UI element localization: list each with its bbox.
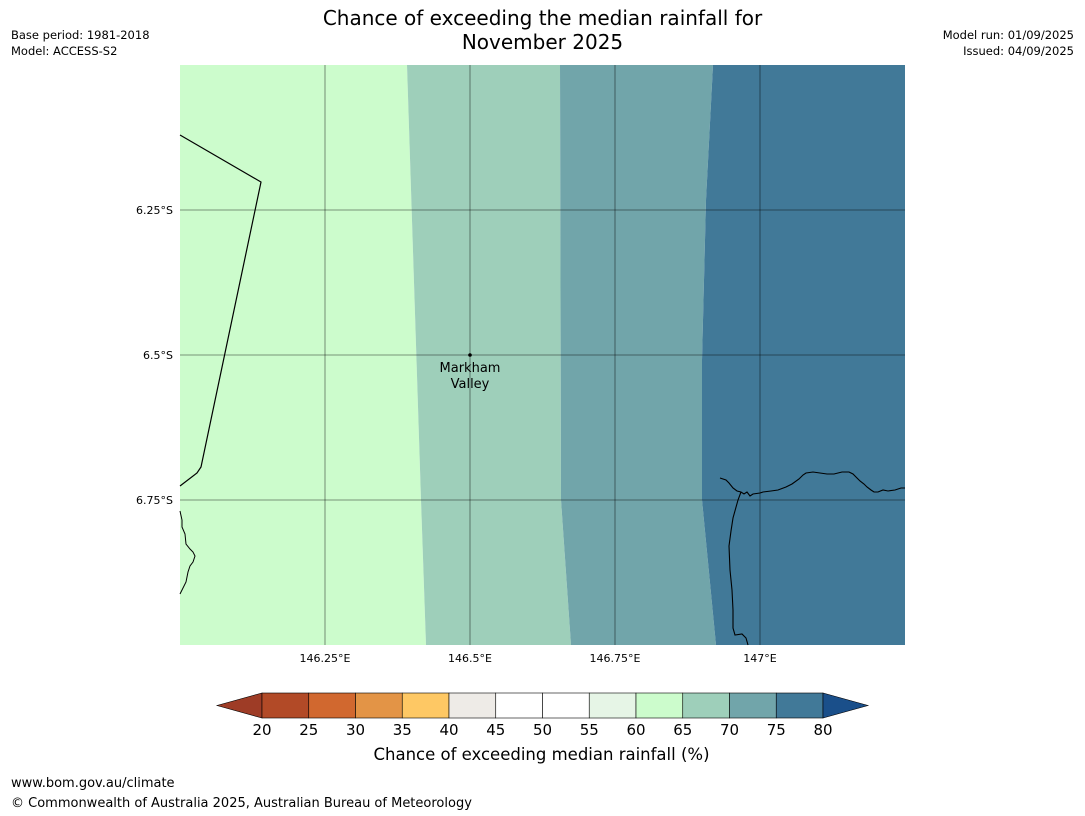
colorbar-segment <box>495 692 543 719</box>
location-marker <box>468 353 472 357</box>
coastline-west <box>179 510 196 595</box>
footer-copyright: © Commonwealth of Australia 2025, Austra… <box>11 796 472 811</box>
colorbar-segment <box>588 692 637 719</box>
footer: www.bom.gov.au/climate © Commonwealth of… <box>11 774 472 814</box>
colorbar-tick-label: 65 <box>673 721 692 739</box>
lon-tick-label: 146.25°E <box>300 652 351 665</box>
colorbar-title: Chance of exceeding median rainfall (%) <box>0 745 1085 764</box>
colorbar-segment <box>261 692 310 719</box>
lat-tick-label: 6.25°S <box>136 204 173 217</box>
coastline-east <box>719 471 905 497</box>
map-panel: Markham Valley 146.25°E 146.5°E 146.75°E… <box>136 65 905 665</box>
lon-tick-label: 147°E <box>743 652 776 665</box>
chart-title: Chance of exceeding the median rainfall … <box>0 6 1085 54</box>
colorbar-tick-label: 70 <box>720 721 739 739</box>
colorbar-segments <box>215 692 870 719</box>
title-line-1: Chance of exceeding the median rainfall … <box>322 6 763 30</box>
colorbar-segment <box>729 692 777 719</box>
colorbar-segment <box>542 692 590 719</box>
colorbar-segment <box>775 692 824 719</box>
colorbar: 20 25 30 35 40 45 50 55 60 65 70 75 80 <box>215 692 870 739</box>
title-line-2: November 2025 <box>461 30 624 54</box>
colorbar-segment <box>635 692 684 719</box>
meta-left: Base period: 1981-2018 Model: ACCESS-S2 <box>11 27 150 59</box>
lon-tick-label: 146.5°E <box>448 652 492 665</box>
issued-date: Issued: 04/09/2025 <box>963 44 1074 58</box>
base-period: Base period: 1981-2018 <box>11 28 150 42</box>
colorbar-tick-label: 35 <box>393 721 412 739</box>
colorbar-segment <box>448 692 497 719</box>
colorbar-tick-label: 30 <box>346 721 365 739</box>
lat-tick-label: 6.5°S <box>143 349 173 362</box>
lat-tick-label: 6.75°S <box>136 494 173 507</box>
colorbar-title-text: Chance of exceeding median rainfall (%) <box>373 745 710 764</box>
colorbar-tick-label: 60 <box>626 721 645 739</box>
colorbar-tick-label: 40 <box>439 721 458 739</box>
colorbar-tick-label: 25 <box>299 721 318 739</box>
location-label-line-1: Markham <box>440 361 501 376</box>
border-line <box>179 134 262 487</box>
colorbar-extend-low <box>215 692 263 719</box>
location-label-line-2: Valley <box>451 377 490 392</box>
colorbar-tick-label: 75 <box>767 721 786 739</box>
model-run: Model run: 01/09/2025 <box>942 28 1074 42</box>
footer-url: www.bom.gov.au/climate <box>11 776 175 791</box>
colorbar-segment <box>401 692 450 719</box>
coastline-east-south <box>728 491 749 646</box>
colorbar-segment <box>355 692 403 719</box>
meta-right: Model run: 01/09/2025 Issued: 04/09/2025 <box>943 27 1074 59</box>
colorbar-tick-label: 20 <box>252 721 271 739</box>
colorbar-ticks: 20 25 30 35 40 45 50 55 60 65 70 75 80 <box>252 721 832 739</box>
colorbar-tick-label: 45 <box>486 721 505 739</box>
colorbar-segment <box>308 692 356 719</box>
colorbar-tick-label: 50 <box>533 721 552 739</box>
lon-tick-label: 146.75°E <box>590 652 641 665</box>
colorbar-extend-high <box>822 692 870 719</box>
colorbar-tick-label: 80 <box>813 721 832 739</box>
colorbar-tick-label: 55 <box>580 721 599 739</box>
colorbar-segment <box>682 692 730 719</box>
model-name: Model: ACCESS-S2 <box>11 44 118 58</box>
